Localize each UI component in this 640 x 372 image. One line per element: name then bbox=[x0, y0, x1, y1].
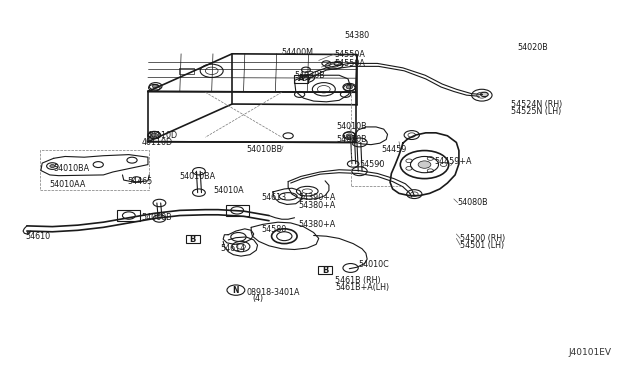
Circle shape bbox=[122, 212, 135, 219]
Bar bbox=[226, 205, 248, 215]
Text: 54524N (RH): 54524N (RH) bbox=[511, 100, 563, 109]
Text: 54501 (LH): 54501 (LH) bbox=[460, 241, 504, 250]
Text: 5461B+A(LH): 5461B+A(LH) bbox=[335, 283, 389, 292]
Circle shape bbox=[418, 161, 431, 168]
Text: A: A bbox=[298, 74, 304, 83]
Text: N: N bbox=[232, 286, 239, 295]
Text: (4): (4) bbox=[252, 295, 264, 304]
Text: 54020B: 54020B bbox=[518, 43, 548, 52]
Text: 54500 (RH): 54500 (RH) bbox=[460, 234, 506, 243]
Bar bbox=[294, 75, 308, 83]
Text: 54010B: 54010B bbox=[337, 135, 367, 144]
Text: 54580: 54580 bbox=[261, 225, 287, 234]
Text: B: B bbox=[189, 235, 196, 244]
Text: 54590: 54590 bbox=[360, 160, 385, 169]
Circle shape bbox=[346, 134, 353, 138]
Text: 40110D: 40110D bbox=[141, 138, 173, 147]
Text: 54400M: 54400M bbox=[282, 48, 314, 57]
Bar bbox=[40, 150, 149, 190]
Text: 08918-3401A: 08918-3401A bbox=[246, 288, 300, 297]
Text: 54550A: 54550A bbox=[334, 50, 365, 59]
Text: 54020B: 54020B bbox=[294, 71, 325, 80]
Text: 54550A: 54550A bbox=[334, 58, 365, 68]
Text: 54610: 54610 bbox=[26, 232, 51, 241]
Text: 54010BB: 54010BB bbox=[246, 145, 282, 154]
Text: 54380+A: 54380+A bbox=[298, 220, 335, 229]
Text: 54080B: 54080B bbox=[458, 198, 488, 207]
Bar bbox=[186, 235, 200, 243]
Circle shape bbox=[151, 133, 157, 137]
Text: 54010B: 54010B bbox=[337, 122, 367, 131]
Text: 54010A: 54010A bbox=[213, 186, 244, 195]
Text: 54465: 54465 bbox=[127, 177, 153, 186]
Circle shape bbox=[481, 92, 488, 97]
Bar bbox=[117, 211, 140, 221]
Text: 54060B: 54060B bbox=[141, 213, 172, 222]
Text: 54010BA: 54010BA bbox=[180, 172, 216, 181]
Text: 54613: 54613 bbox=[261, 193, 287, 202]
Text: 54459+A: 54459+A bbox=[435, 157, 472, 166]
Text: 54010BA: 54010BA bbox=[54, 164, 90, 173]
Circle shape bbox=[152, 84, 159, 88]
Bar bbox=[179, 68, 195, 74]
Text: B: B bbox=[322, 266, 328, 275]
Bar bbox=[318, 266, 332, 274]
Text: 54010C: 54010C bbox=[358, 260, 389, 269]
Text: 54010AA: 54010AA bbox=[50, 180, 86, 189]
Circle shape bbox=[346, 85, 353, 89]
Text: 54614: 54614 bbox=[221, 244, 246, 253]
Text: 54390+A: 54390+A bbox=[298, 193, 336, 202]
Text: 54380+A: 54380+A bbox=[298, 201, 335, 210]
Text: 54459: 54459 bbox=[381, 145, 406, 154]
Text: 54380: 54380 bbox=[344, 31, 369, 40]
Text: J40101EV: J40101EV bbox=[569, 347, 612, 357]
Circle shape bbox=[231, 207, 244, 214]
Circle shape bbox=[50, 164, 55, 167]
Text: 40110D: 40110D bbox=[147, 131, 178, 140]
Text: 5461B (RH): 5461B (RH) bbox=[335, 276, 381, 285]
Text: 54525N (LH): 54525N (LH) bbox=[511, 106, 561, 116]
